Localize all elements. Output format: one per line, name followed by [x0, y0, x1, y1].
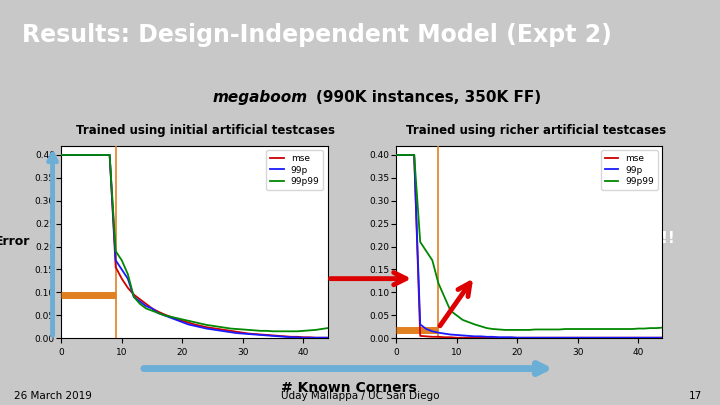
- Text: 17: 17: [689, 391, 702, 401]
- Text: 10X improvement !!: 10X improvement !!: [503, 230, 675, 246]
- Text: megaboom: megaboom: [212, 90, 307, 105]
- Text: Trained using richer artificial testcases: Trained using richer artificial testcase…: [406, 124, 667, 136]
- Text: (990K instances, 350K FF): (990K instances, 350K FF): [315, 90, 541, 105]
- Text: Error: Error: [0, 235, 31, 249]
- Text: # Known Corners: # Known Corners: [281, 381, 416, 395]
- Legend: mse, 99p, 99p99: mse, 99p, 99p99: [266, 150, 323, 190]
- Text: Results: Design-Independent Model (Expt 2): Results: Design-Independent Model (Expt …: [22, 23, 611, 47]
- Text: Uday Mallappa / UC San Diego: Uday Mallappa / UC San Diego: [281, 391, 439, 401]
- Text: 26 March 2019: 26 March 2019: [14, 391, 92, 401]
- Legend: mse, 99p, 99p99: mse, 99p, 99p99: [601, 150, 658, 190]
- Text: Trained using initial artificial testcases: Trained using initial artificial testcas…: [76, 124, 335, 136]
